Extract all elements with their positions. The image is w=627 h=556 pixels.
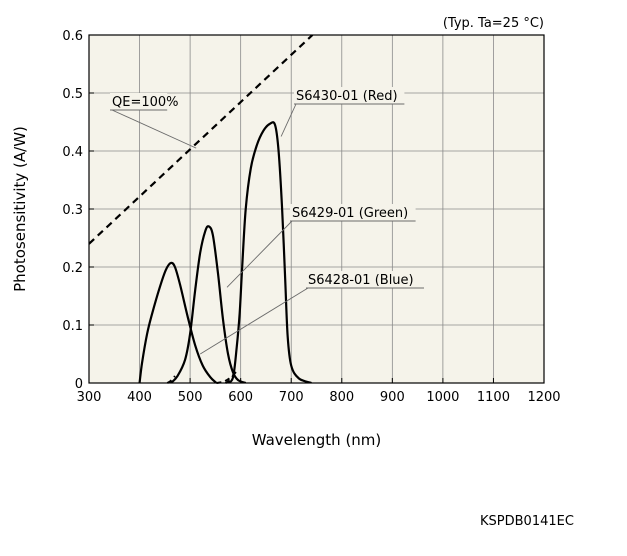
x-tick-label-400: 400: [127, 390, 152, 405]
y-axis-label: Photosensitivity (A/W): [11, 126, 29, 292]
annotation-s6430-01-red: S6430-01 (Red): [296, 89, 398, 104]
condition-note: (Typ. Ta=25 °C): [443, 16, 544, 31]
series-line-s6429-01-green: [170, 225, 247, 383]
annotation-leader-s6429-01-green: [226, 220, 293, 288]
x-tick-label-1100: 1100: [477, 390, 510, 405]
annotation-s6429-01-green: S6429-01 (Green): [292, 206, 408, 221]
series-line-s6428-01-blue: [138, 261, 218, 383]
series-line-qe-100: [89, 35, 314, 245]
annotation-s6428-01-blue: S6428-01 (Blue): [308, 273, 414, 288]
y-tick-label-4: 0.4: [62, 145, 83, 160]
annotation-leader-s6430-01-red: [280, 103, 297, 137]
y-tick-label-5: 0.5: [62, 87, 83, 102]
y-tick-label-2: 0.2: [62, 261, 83, 276]
annotation-qe-100: QE=100%: [112, 95, 179, 110]
x-tick-label-300: 300: [77, 390, 102, 405]
y-tick-label-3: 0.3: [62, 203, 83, 218]
x-tick-label-1200: 1200: [527, 390, 560, 405]
series-tail-s6429-01-green: [166, 375, 176, 384]
x-tick-label-500: 500: [178, 390, 203, 405]
figure-code: KSPDB0141EC: [480, 514, 574, 529]
annotation-bg-qe-100: [110, 93, 168, 110]
annotation-bg-s6429-01-green: [290, 204, 416, 221]
series-line-s6430-01-red: [227, 121, 312, 383]
x-tick-label-800: 800: [329, 390, 354, 405]
annotation-bg-s6430-01-red: [294, 87, 405, 104]
x-tick-label-700: 700: [279, 390, 304, 405]
annotation-leader-qe-100: [111, 109, 197, 149]
x-tick-label-600: 600: [228, 390, 253, 405]
x-tick-label-1000: 1000: [426, 390, 459, 405]
series-tail-s6430-01-red: [224, 375, 234, 384]
x-axis-label: Wavelength (nm): [252, 431, 382, 449]
annotation-bg-s6428-01-blue: [306, 271, 424, 288]
x-tick-label-900: 900: [380, 390, 405, 405]
annotation-leader-s6428-01-blue: [199, 287, 309, 355]
y-tick-label-1: 0.1: [62, 319, 83, 334]
y-tick-label-0: 0: [75, 377, 83, 392]
y-tick-label-6: 0.6: [62, 29, 83, 44]
